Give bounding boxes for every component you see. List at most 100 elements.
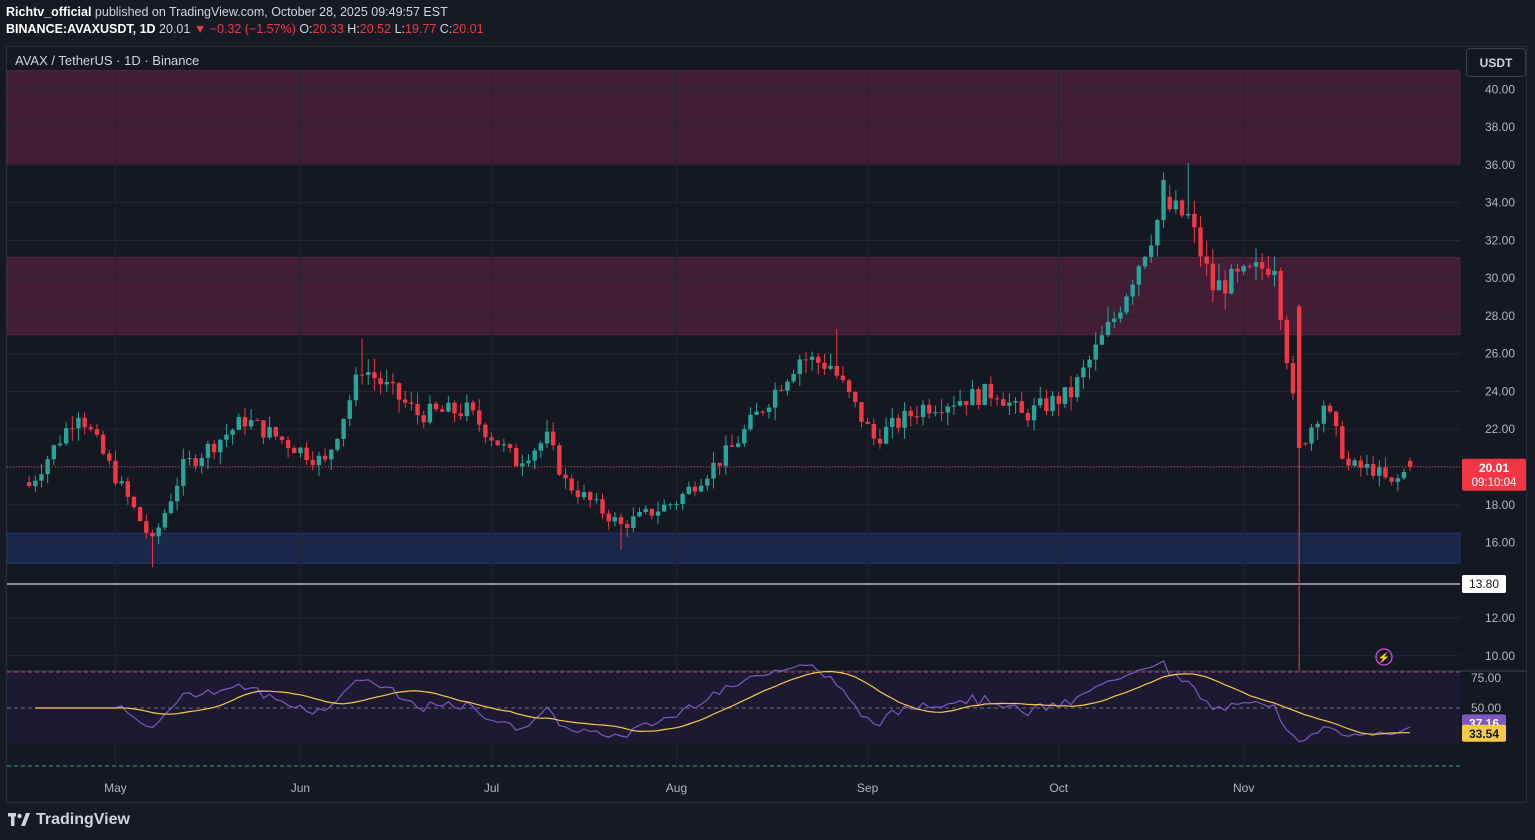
y-tick-label: 16.00	[1485, 536, 1515, 550]
candle-body	[902, 410, 907, 428]
candle-body	[1321, 405, 1327, 424]
y-tick-label: 22.00	[1485, 422, 1515, 436]
candle-body	[624, 523, 630, 528]
candle-body	[982, 383, 987, 405]
candle-body	[1062, 387, 1068, 405]
candle-body	[51, 445, 57, 460]
candle-body	[1185, 213, 1191, 216]
header: Richtv_official published on TradingView…	[6, 4, 484, 38]
candle-body	[113, 460, 118, 484]
candle-body	[920, 404, 926, 418]
candle-body	[1142, 256, 1148, 267]
candle-body	[976, 389, 981, 405]
candle-body	[150, 532, 155, 537]
x-tick-label: May	[104, 781, 127, 795]
candle-body	[1031, 405, 1037, 421]
candle-body	[1179, 200, 1185, 216]
countdown-label: 09:10:04	[1472, 477, 1517, 489]
candle-body	[322, 455, 328, 460]
candle-body	[951, 405, 957, 407]
y-tick-label: 30.00	[1485, 271, 1515, 285]
candle-body	[865, 421, 870, 424]
candle-body	[772, 389, 778, 408]
candle-body	[57, 443, 63, 446]
candle-body	[1167, 196, 1172, 210]
flash-icon[interactable]	[1375, 648, 1393, 666]
candle-body	[1025, 412, 1031, 421]
candle-body	[1007, 402, 1012, 406]
candle-body	[723, 445, 729, 466]
candle-body	[285, 440, 291, 449]
candle-body	[205, 443, 211, 458]
current-price-badge	[1462, 458, 1526, 491]
last-price: 20.01	[159, 22, 191, 36]
candle-body	[618, 517, 624, 524]
open-label: O:	[299, 22, 313, 36]
candle-body	[94, 429, 100, 435]
rsi-ma-badge	[1462, 724, 1506, 742]
candle-body	[655, 511, 661, 516]
candle-body	[1395, 478, 1400, 482]
candle-body	[409, 402, 414, 404]
candle-body	[698, 485, 704, 492]
candle-body	[649, 508, 655, 516]
close-label: C:	[439, 22, 453, 36]
candle-body	[33, 480, 38, 487]
candle-body	[483, 424, 488, 438]
symbol-name[interactable]: BINANCE:AVAXUSDT, 1D	[6, 22, 156, 36]
candle-body	[563, 474, 568, 479]
candle-body	[1315, 423, 1320, 428]
candle-body	[748, 414, 753, 430]
candle-body	[859, 402, 864, 422]
candle-body	[1296, 306, 1302, 449]
currency-button[interactable]: USDT	[1466, 48, 1526, 77]
candle-body	[378, 378, 383, 385]
zone-support-2	[6, 532, 1461, 564]
candle-body	[1056, 395, 1061, 405]
candle-body	[779, 389, 784, 391]
rsi-tick-label: 75.00	[1471, 671, 1501, 685]
candle-body	[877, 438, 883, 444]
x-tick-label: Sep	[857, 781, 879, 795]
header-line-2: BINANCE:AVAXUSDT, 1D 20.01 ▼ −0.32 (−1.5…	[6, 21, 484, 38]
candle-body	[1303, 443, 1308, 445]
candle-body	[131, 496, 137, 508]
candle-body	[452, 402, 457, 414]
candle-body	[1081, 367, 1086, 378]
low-value: 19.77	[405, 22, 437, 36]
candle-body	[890, 417, 895, 427]
candle-body	[279, 436, 285, 441]
candle-body	[791, 374, 796, 382]
level-label: 13.80	[1469, 577, 1499, 591]
candle-body	[1093, 344, 1098, 360]
zone-resistance-0	[6, 70, 1461, 166]
candle-body	[1383, 467, 1388, 478]
candle-body	[988, 383, 994, 399]
candle-body	[501, 444, 507, 446]
candle-body	[403, 399, 408, 403]
candle-body	[1075, 377, 1080, 398]
rsi-tick-label: 50.00	[1471, 701, 1501, 715]
candle-body	[273, 427, 278, 437]
candle-body	[1253, 262, 1259, 267]
candle-body	[532, 450, 537, 461]
candle-body	[846, 380, 852, 393]
candle-body	[335, 438, 340, 450]
candle-body	[840, 375, 846, 381]
candle-body	[366, 372, 371, 376]
candle-body	[304, 447, 309, 461]
candle-body	[1068, 387, 1074, 398]
candle-body	[464, 402, 470, 417]
candle-body	[1112, 318, 1117, 322]
author-name[interactable]: Richtv_official	[6, 5, 92, 19]
x-tick-label: Aug	[666, 781, 687, 795]
candle-body	[82, 417, 87, 428]
candle-body	[1124, 296, 1129, 313]
footer-brand[interactable]: TradingView	[8, 811, 130, 829]
candle-body	[816, 356, 821, 363]
candle-body	[310, 460, 315, 466]
y-tick-label: 10.00	[1485, 649, 1515, 663]
candle-body	[822, 362, 827, 369]
candle-body	[686, 486, 692, 495]
